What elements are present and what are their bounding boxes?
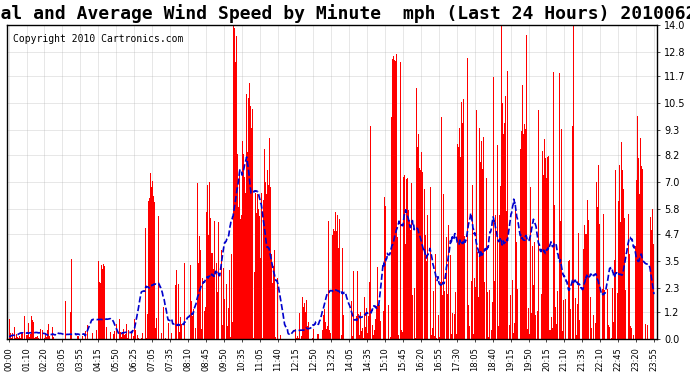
Text: Copyright 2010 Cartronics.com: Copyright 2010 Cartronics.com [13,34,184,44]
Title: Actual and Average Wind Speed by Minute  mph (Last 24 Hours) 20100627: Actual and Average Wind Speed by Minute … [0,4,690,23]
